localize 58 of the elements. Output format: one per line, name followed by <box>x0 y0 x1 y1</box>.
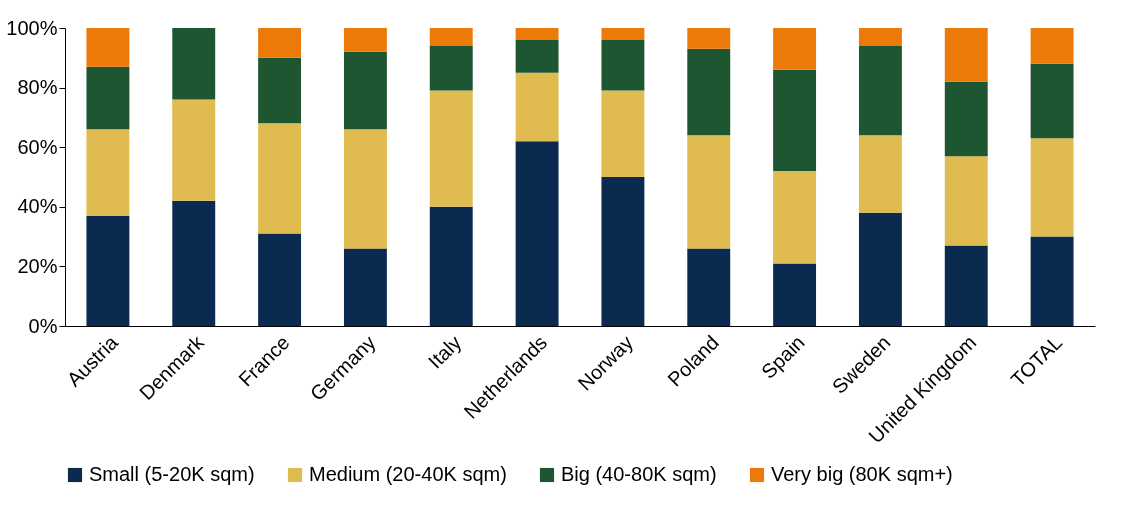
bar <box>773 171 817 264</box>
bar <box>773 263 817 326</box>
bar <box>601 177 645 326</box>
bar <box>172 200 216 326</box>
bar <box>429 45 473 91</box>
bar <box>687 48 731 136</box>
bar <box>601 90 645 177</box>
bar <box>258 28 302 58</box>
bar <box>687 135 731 249</box>
y-tick-label: 0% <box>28 314 58 337</box>
bar <box>1030 138 1074 237</box>
bar <box>858 45 902 136</box>
y-tick-label: 20% <box>17 254 58 277</box>
bar <box>944 156 988 246</box>
bar <box>343 28 387 52</box>
bar <box>687 28 731 49</box>
bar <box>858 212 902 326</box>
bar <box>429 206 473 326</box>
legend-label: Small (5-20K sqm) <box>89 463 255 485</box>
bar <box>86 215 130 326</box>
bar <box>515 72 559 142</box>
bar <box>944 81 988 157</box>
bar <box>773 28 817 70</box>
bar <box>858 135 902 213</box>
y-tick-label: 40% <box>17 195 58 218</box>
bar <box>86 129 130 216</box>
bar <box>687 248 731 326</box>
bar <box>858 28 902 46</box>
bar <box>429 28 473 46</box>
bar <box>86 66 130 130</box>
bar <box>343 129 387 249</box>
legend-label: Medium (20-40K sqm) <box>309 463 507 485</box>
bar <box>515 141 559 326</box>
y-tick-label: 60% <box>17 135 58 158</box>
bar <box>515 39 559 73</box>
bar <box>515 28 559 40</box>
bar <box>258 233 302 326</box>
bar <box>258 123 302 234</box>
bar <box>944 28 988 82</box>
bar <box>172 99 216 201</box>
legend-label: Big (40-80K sqm) <box>561 463 717 485</box>
bar <box>258 57 302 124</box>
bar <box>429 90 473 207</box>
bar <box>601 28 645 40</box>
bar <box>343 51 387 130</box>
bar <box>944 245 988 326</box>
bar <box>1030 28 1074 64</box>
bar <box>601 39 645 91</box>
y-tick-label: 80% <box>17 76 58 99</box>
bar <box>343 248 387 326</box>
x-tick-label: Italy <box>423 331 466 373</box>
bar <box>773 69 817 172</box>
bar <box>1030 236 1074 326</box>
bar <box>86 28 130 67</box>
bar <box>172 28 216 100</box>
bar <box>1030 63 1074 139</box>
legend-label: Very big (80K sqm+) <box>771 463 953 485</box>
y-tick-label: 100% <box>6 16 58 39</box>
